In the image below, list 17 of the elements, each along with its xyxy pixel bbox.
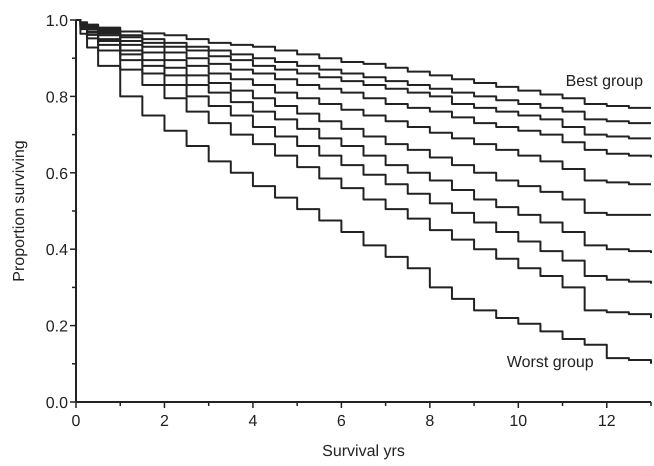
- x-tick-label: 0: [72, 413, 81, 430]
- x-tick-label: 4: [248, 413, 258, 430]
- y-axis-title: Proportion surviving: [11, 140, 28, 282]
- x-tick-label: 10: [509, 413, 528, 430]
- x-tick-label: 12: [598, 413, 616, 430]
- y-tick-label: 0.4: [46, 242, 68, 260]
- x-tick-label: 8: [425, 413, 434, 430]
- text: 0.0: [46, 395, 68, 412]
- x-tick-label: 2: [160, 413, 170, 430]
- annotation: Worst group: [506, 354, 594, 371]
- y-tick-label: 1.0: [46, 13, 68, 30]
- annotation: Best group: [566, 72, 644, 90]
- y-tick-label: 0.2: [46, 318, 68, 336]
- y-tick-label: 0.6: [46, 166, 68, 183]
- x-axis-title: Survival yrs: [322, 443, 405, 460]
- x-tick-label: 6: [336, 413, 346, 430]
- y-tick-label: 0.8: [46, 89, 68, 106]
